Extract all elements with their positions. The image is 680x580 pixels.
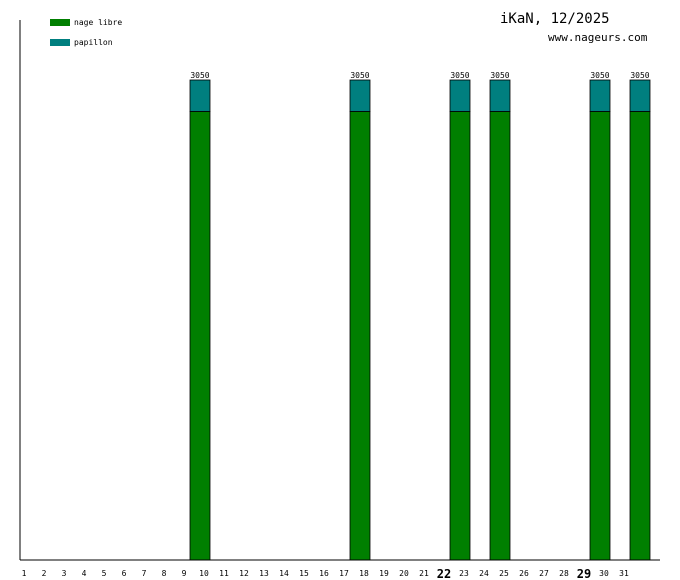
data-label-day-9: 3050 [190,71,209,80]
data-label-day-29: 3050 [590,71,609,80]
x-tick-label-4: 4 [82,569,87,578]
x-tick-label-29: 29 [577,567,591,580]
x-tick-label-14: 14 [279,569,289,578]
bar-nage-libre-day-24 [489,111,511,561]
bar-papillon-day-17 [349,79,371,112]
data-label-day-31: 3050 [630,71,649,80]
x-tick-label-9: 9 [182,569,187,578]
x-tick-label-15: 15 [299,569,309,578]
x-tick-label-2: 2 [42,569,47,578]
x-tick-label-28: 28 [559,569,569,578]
x-tick-label-5: 5 [102,569,107,578]
x-tick-label-16: 16 [319,569,329,578]
x-tick-label-1: 1 [22,569,27,578]
x-tick-label-19: 19 [379,569,389,578]
x-tick-label-12: 12 [239,569,249,578]
bar-papillon-day-9 [189,79,211,112]
bar-papillon-day-22 [449,79,471,112]
legend-swatch-nage-libre [50,19,70,26]
legend: nage libre papillon [50,18,122,47]
bar-papillon-day-24 [489,79,511,112]
website-label: www.nageurs.com [548,31,648,44]
legend-swatch-papillon [50,39,70,46]
x-tick-label-11: 11 [219,569,229,578]
x-tick-label-10: 10 [199,569,209,578]
bar-nage-libre-day-22 [449,111,471,561]
bar-nage-libre-day-29 [589,111,611,561]
x-tick-label-23: 23 [459,569,469,578]
x-tick-label-6: 6 [122,569,127,578]
bar-papillon-day-31 [629,79,651,112]
x-tick-label-31: 31 [619,569,629,578]
legend-label-papillon: papillon [74,38,113,47]
bar-nage-libre-day-31 [629,111,651,561]
data-label-day-24: 3050 [490,71,509,80]
x-tick-label-17: 17 [339,569,349,578]
x-tick-label-22: 22 [437,567,451,580]
bar-papillon-day-29 [589,79,611,112]
x-tick-label-30: 30 [599,569,609,578]
legend-label-nage-libre: nage libre [74,18,122,27]
x-tick-label-21: 21 [419,569,429,578]
x-tick-label-13: 13 [259,569,269,578]
bar-nage-libre-day-17 [349,111,371,561]
x-tick-label-8: 8 [162,569,167,578]
x-tick-label-18: 18 [359,569,369,578]
data-label-day-22: 3050 [450,71,469,80]
data-label-day-17: 3050 [350,71,369,80]
bars-group [189,79,651,561]
x-tick-label-7: 7 [142,569,147,578]
bar-nage-libre-day-9 [189,111,211,561]
x-tick-label-26: 26 [519,569,529,578]
x-tick-label-3: 3 [62,569,67,578]
x-tick-label-27: 27 [539,569,549,578]
chart-title: iKaN, 12/2025 [500,11,610,27]
x-tick-label-20: 20 [399,569,409,578]
x-tick-label-25: 25 [499,569,509,578]
data-labels-group: 3050 3050 3050 3050 3050 3050 [190,71,649,80]
x-tick-label-24: 24 [479,569,489,578]
x-tick-labels: 1 2 3 4 5 6 7 8 9 10 11 12 13 14 15 16 17 18 19 20 21 22 23 24 2… [22,567,629,580]
